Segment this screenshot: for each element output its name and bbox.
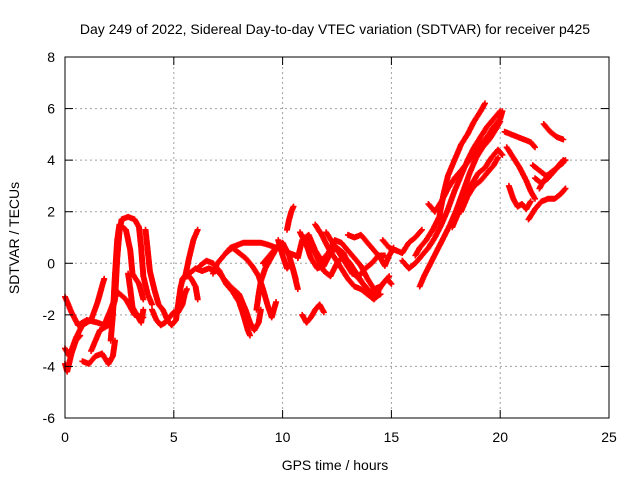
x-tick-label: 0 bbox=[61, 429, 69, 445]
plus-markers bbox=[125, 270, 147, 326]
series-s18 bbox=[284, 203, 297, 233]
plus-markers bbox=[284, 203, 297, 233]
axis-ticks: 0 5 10 15 20 25 -6 -4 -2 0 2 4 6 8 bbox=[43, 49, 617, 445]
series-s8 bbox=[142, 226, 201, 329]
series-s6 bbox=[107, 221, 147, 344]
series-s2 bbox=[62, 275, 108, 360]
plus-markers bbox=[536, 159, 567, 192]
plus-markers bbox=[412, 100, 488, 259]
y-tick-label: 4 bbox=[47, 152, 55, 168]
series-s34 bbox=[503, 144, 538, 202]
plus-markers bbox=[501, 128, 538, 151]
plus-markers bbox=[181, 226, 201, 282]
series-s32 bbox=[458, 154, 501, 215]
series-s24 bbox=[344, 231, 397, 269]
plus-markers bbox=[275, 237, 299, 282]
x-tick-label: 25 bbox=[601, 429, 617, 445]
y-tick-label: -2 bbox=[43, 307, 56, 323]
y-tick-label: -4 bbox=[43, 358, 56, 374]
x-tick-label: 20 bbox=[492, 429, 508, 445]
plus-markers bbox=[503, 144, 538, 202]
plus-markers bbox=[416, 118, 504, 290]
series-s17 bbox=[275, 237, 299, 282]
x-tick-label: 5 bbox=[170, 429, 178, 445]
series-s28 bbox=[412, 100, 488, 259]
plus-markers bbox=[525, 185, 569, 223]
x-tick-label: 15 bbox=[384, 429, 400, 445]
plus-markers bbox=[312, 221, 382, 303]
series-s22 bbox=[312, 221, 382, 303]
plus-markers bbox=[62, 275, 108, 360]
x-axis-label: GPS time / hours bbox=[282, 457, 389, 473]
series-s39 bbox=[540, 121, 567, 143]
y-tick-label: 0 bbox=[47, 255, 55, 271]
plus-markers bbox=[107, 221, 147, 344]
chart-title: Day 249 of 2022, Sidereal Day-to-day VTE… bbox=[80, 21, 590, 37]
series-s33 bbox=[501, 128, 538, 151]
plus-markers bbox=[540, 121, 567, 143]
y-axis-label: SDTVAR / TECUs bbox=[6, 182, 22, 294]
plus-markers bbox=[505, 182, 534, 213]
y-tick-label: 8 bbox=[47, 49, 55, 65]
series-s38 bbox=[536, 159, 567, 192]
plus-markers bbox=[142, 226, 201, 329]
plus-markers bbox=[379, 226, 425, 256]
plus-markers bbox=[299, 301, 327, 326]
series-s40 bbox=[525, 185, 569, 223]
y-tick-label: 2 bbox=[47, 204, 55, 220]
series-s35 bbox=[505, 182, 534, 213]
y-tick-label: 6 bbox=[47, 101, 55, 117]
plus-markers bbox=[79, 337, 118, 367]
series-s25 bbox=[379, 226, 425, 256]
series-s10 bbox=[181, 226, 201, 282]
x-tick-label: 10 bbox=[275, 429, 291, 445]
plus-markers bbox=[458, 154, 501, 215]
series-s9 bbox=[149, 286, 190, 329]
data-marks bbox=[62, 100, 569, 375]
series-s30 bbox=[416, 118, 504, 290]
plus-markers bbox=[149, 286, 190, 329]
plot-frame bbox=[64, 56, 610, 419]
series-s4 bbox=[79, 337, 118, 367]
series-s7 bbox=[125, 270, 147, 326]
plus-markers bbox=[344, 231, 397, 269]
series-s26 bbox=[299, 301, 327, 326]
y-tick-label: -6 bbox=[43, 410, 56, 426]
